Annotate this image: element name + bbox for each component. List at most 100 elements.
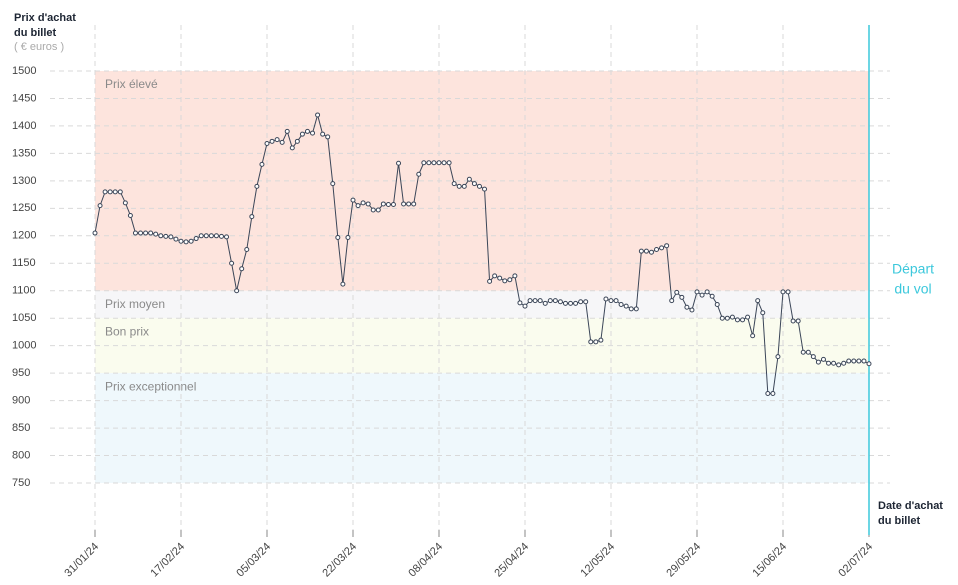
price-point	[689, 307, 695, 313]
price-point	[244, 247, 250, 253]
price-point	[709, 293, 715, 299]
y-tick-label: 1250	[12, 202, 36, 214]
y-axis-label: Prix d'achat	[14, 12, 76, 24]
price-point	[714, 301, 720, 307]
price-point	[310, 130, 316, 136]
price-point	[92, 230, 98, 236]
price-point	[775, 354, 781, 360]
x-axis-label: du billet	[878, 515, 921, 527]
price-point	[476, 183, 482, 189]
price-point	[831, 360, 837, 366]
price-point	[628, 306, 634, 312]
price-point	[719, 315, 725, 321]
x-tick-label: 02/07/24	[836, 541, 875, 580]
price-point	[800, 349, 806, 355]
price-point	[613, 298, 619, 304]
price-point	[805, 349, 811, 355]
price-point	[755, 298, 761, 304]
y-tick-label: 1350	[12, 147, 36, 159]
y-tick-label: 1300	[12, 175, 36, 187]
y-tick-label: 850	[12, 422, 30, 434]
price-point	[583, 299, 589, 305]
price-point	[856, 358, 862, 364]
price-point	[568, 300, 574, 306]
price-point	[487, 278, 493, 284]
price-point	[674, 289, 680, 295]
price-point	[471, 181, 477, 187]
price-point	[497, 275, 503, 281]
price-point	[259, 161, 265, 167]
x-tick-label: 08/04/24	[406, 541, 445, 580]
price-point	[224, 234, 230, 240]
price-point	[122, 200, 128, 206]
band-label: Prix moyen	[105, 297, 165, 311]
price-point	[562, 300, 568, 306]
price-point	[193, 236, 199, 242]
price-point	[542, 300, 548, 306]
y-tick-label: 1200	[12, 230, 36, 242]
price-point	[659, 245, 665, 251]
price-band	[95, 290, 869, 319]
price-point	[198, 233, 204, 239]
price-point	[866, 361, 872, 367]
price-point	[724, 315, 730, 321]
price-point	[522, 303, 528, 309]
price-point	[385, 201, 391, 207]
price-point	[836, 362, 842, 368]
price-point	[846, 358, 852, 364]
x-tick-label: 12/05/24	[578, 541, 617, 580]
price-point	[132, 230, 138, 236]
price-point	[370, 207, 376, 213]
price-point	[643, 248, 649, 254]
y-tick-label: 1150	[12, 257, 36, 269]
price-point	[173, 236, 179, 242]
price-point	[593, 339, 599, 345]
price-point	[168, 234, 174, 240]
price-point	[669, 298, 675, 304]
price-point	[694, 289, 700, 295]
price-point	[745, 314, 751, 320]
price-point	[608, 298, 614, 304]
price-point	[760, 310, 766, 316]
price-point	[360, 200, 366, 206]
price-point	[274, 137, 280, 143]
price-point	[401, 201, 407, 207]
price-point	[183, 239, 189, 245]
price-point	[552, 298, 558, 304]
price-point	[598, 337, 604, 343]
price-point	[279, 139, 285, 145]
x-tick-label: 25/04/24	[492, 541, 531, 580]
y-tick-label: 1050	[12, 312, 36, 324]
y-axis-label: du billet	[14, 27, 57, 39]
price-point	[436, 160, 442, 166]
price-point	[127, 212, 133, 218]
y-tick-label: 900	[12, 395, 30, 407]
y-tick-label: 750	[12, 477, 30, 489]
price-point	[143, 230, 149, 236]
x-tick-label: 15/06/24	[750, 541, 789, 580]
price-point	[841, 360, 847, 366]
y-tick-label: 950	[12, 367, 30, 379]
price-point	[406, 201, 412, 207]
y-tick-label: 1500	[12, 65, 36, 77]
price-point	[466, 176, 472, 182]
price-point	[770, 390, 776, 396]
price-point	[785, 289, 791, 295]
y-tick-label: 800	[12, 449, 30, 461]
price-point	[588, 339, 594, 345]
price-point	[289, 145, 295, 151]
price-point	[507, 277, 513, 283]
price-point	[492, 273, 498, 279]
price-point	[315, 112, 321, 118]
price-point	[451, 181, 457, 187]
x-tick-label: 31/01/24	[62, 541, 101, 580]
price-point	[178, 238, 184, 244]
price-point	[148, 230, 154, 236]
price-point	[557, 299, 563, 305]
price-point	[350, 197, 356, 203]
price-point	[218, 233, 224, 239]
price-point	[355, 203, 361, 209]
price-point	[254, 183, 260, 189]
price-point	[234, 288, 240, 294]
